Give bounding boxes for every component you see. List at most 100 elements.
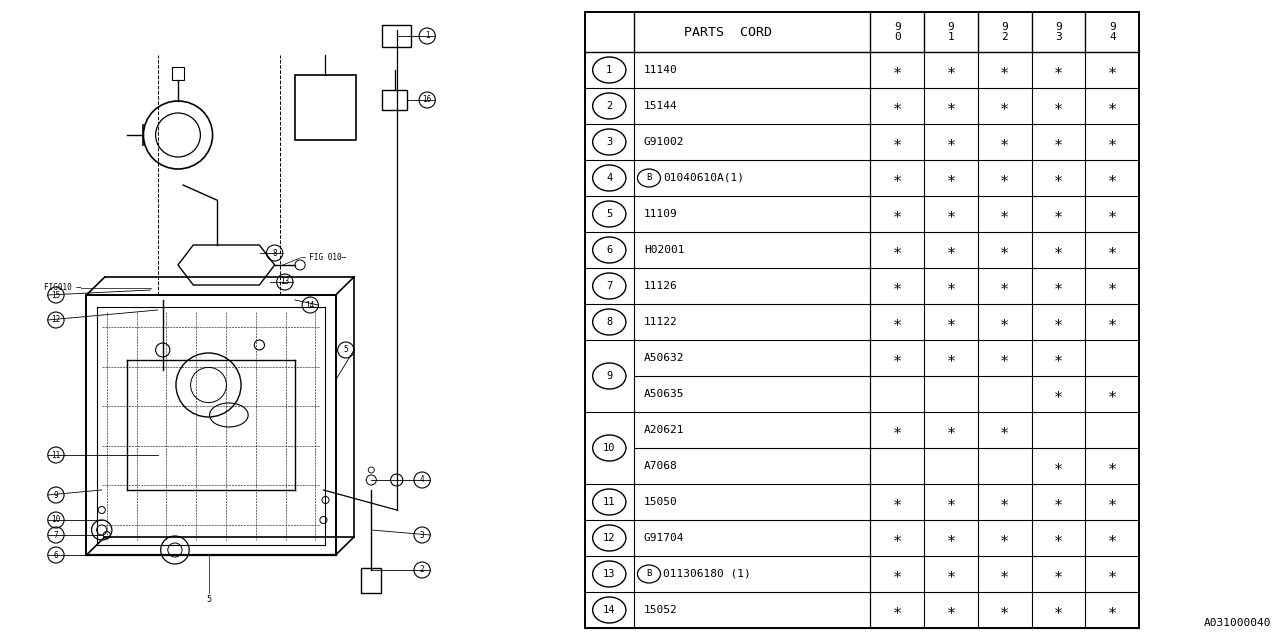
Text: A50632: A50632: [644, 353, 685, 363]
Text: A20621: A20621: [644, 425, 685, 435]
Text: 9
3: 9 3: [1055, 22, 1062, 42]
Text: ∗: ∗: [946, 351, 956, 365]
Text: 11126: 11126: [644, 281, 677, 291]
Text: ∗: ∗: [892, 422, 902, 438]
Text: ∗: ∗: [1053, 531, 1064, 545]
Text: ∗: ∗: [1000, 170, 1010, 186]
Text: ∗: ∗: [892, 531, 902, 545]
Text: ∗: ∗: [1000, 495, 1010, 509]
Text: ∗: ∗: [1107, 63, 1117, 77]
Text: ∗: ∗: [946, 314, 956, 330]
Text: ∗: ∗: [1107, 134, 1117, 150]
Text: ∗: ∗: [946, 602, 956, 618]
Text: ∗: ∗: [892, 243, 902, 257]
Text: ∗: ∗: [1107, 458, 1117, 474]
Text: ∗: ∗: [892, 278, 902, 294]
Text: 11122: 11122: [644, 317, 677, 327]
Text: 5: 5: [206, 595, 211, 605]
Text: ∗: ∗: [1000, 602, 1010, 618]
Text: 9
1: 9 1: [947, 22, 955, 42]
Text: ∗: ∗: [1000, 63, 1010, 77]
Text: ∗: ∗: [1053, 170, 1064, 186]
Text: ∗: ∗: [1107, 387, 1117, 401]
Text: 6: 6: [607, 245, 612, 255]
Text: ∗: ∗: [1053, 602, 1064, 618]
Text: ∗: ∗: [1053, 458, 1064, 474]
Text: ∗: ∗: [946, 243, 956, 257]
Text: ∗: ∗: [1053, 314, 1064, 330]
Text: ∗: ∗: [1000, 314, 1010, 330]
Text: 4: 4: [607, 173, 612, 183]
Text: 8: 8: [273, 248, 276, 257]
Text: 14: 14: [603, 605, 616, 615]
Text: 15052: 15052: [644, 605, 677, 615]
Text: 13: 13: [603, 569, 616, 579]
Text: 14: 14: [306, 301, 315, 310]
Text: ∗: ∗: [1107, 531, 1117, 545]
Text: ∗: ∗: [1000, 134, 1010, 150]
Text: ∗: ∗: [892, 495, 902, 509]
Text: 11140: 11140: [644, 65, 677, 75]
Text: ∗: ∗: [946, 531, 956, 545]
Text: 11109: 11109: [644, 209, 677, 219]
Text: 12: 12: [51, 316, 60, 324]
Text: B: B: [646, 570, 652, 579]
Text: 15: 15: [51, 291, 60, 300]
Text: A7068: A7068: [644, 461, 677, 471]
Text: G91002: G91002: [644, 137, 685, 147]
Text: ∗: ∗: [1053, 278, 1064, 294]
Text: ∗: ∗: [946, 134, 956, 150]
Text: ∗: ∗: [946, 207, 956, 221]
Text: ∗: ∗: [1000, 422, 1010, 438]
Text: 16: 16: [422, 95, 431, 104]
Text: G91704: G91704: [644, 533, 685, 543]
Text: ∗: ∗: [1000, 99, 1010, 113]
Text: 3: 3: [607, 137, 612, 147]
Text: ∗: ∗: [946, 422, 956, 438]
Text: ∗: ∗: [892, 63, 902, 77]
Text: ∗: ∗: [1000, 278, 1010, 294]
Text: ∗: ∗: [1053, 566, 1064, 582]
Text: ∗: ∗: [946, 278, 956, 294]
Text: ∗: ∗: [946, 566, 956, 582]
Text: 11: 11: [603, 497, 616, 507]
Text: ∗: ∗: [1053, 243, 1064, 257]
Text: ∗: ∗: [892, 566, 902, 582]
Text: 9
2: 9 2: [1001, 22, 1009, 42]
Text: 6: 6: [54, 550, 59, 559]
Text: ∗: ∗: [1000, 351, 1010, 365]
Text: PARTS  CORD: PARTS CORD: [684, 26, 772, 38]
Text: ∗: ∗: [1000, 243, 1010, 257]
Text: ∗: ∗: [1107, 170, 1117, 186]
Text: ∗: ∗: [1053, 387, 1064, 401]
Text: A031000040: A031000040: [1203, 618, 1271, 628]
Text: 2: 2: [607, 101, 612, 111]
Text: ∗: ∗: [1053, 495, 1064, 509]
Text: ∗: ∗: [892, 170, 902, 186]
Text: 13: 13: [280, 278, 289, 287]
Text: A50635: A50635: [644, 389, 685, 399]
Text: ∗: ∗: [892, 99, 902, 113]
Text: ∗: ∗: [1107, 314, 1117, 330]
Text: ∗: ∗: [1107, 495, 1117, 509]
Text: 10: 10: [603, 443, 616, 453]
Bar: [585, 12, 1139, 628]
Text: ∗: ∗: [1107, 243, 1117, 257]
Text: 7: 7: [54, 531, 59, 540]
Text: 11: 11: [51, 451, 60, 460]
Text: 5: 5: [343, 346, 348, 355]
Text: 7: 7: [607, 281, 612, 291]
Text: ∗: ∗: [1053, 351, 1064, 365]
Text: 9: 9: [607, 371, 612, 381]
Text: 15050: 15050: [644, 497, 677, 507]
Text: 9: 9: [54, 490, 59, 499]
Text: 9
4: 9 4: [1108, 22, 1116, 42]
Text: ─ FIG 010─: ─ FIG 010─: [300, 253, 347, 262]
Text: ∗: ∗: [1053, 63, 1064, 77]
Text: 4: 4: [420, 476, 425, 484]
Text: ∗: ∗: [946, 170, 956, 186]
Text: ∗: ∗: [1107, 602, 1117, 618]
Text: FIG010 ─: FIG010 ─: [45, 284, 82, 292]
Text: H02001: H02001: [644, 245, 685, 255]
Text: ∗: ∗: [1107, 278, 1117, 294]
